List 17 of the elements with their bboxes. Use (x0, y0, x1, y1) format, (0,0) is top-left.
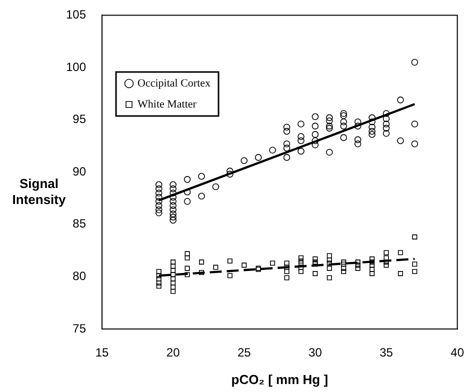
x-axis-title: pCO₂ [ mm Hg ] (231, 372, 328, 387)
y-tick-label: 85 (72, 216, 86, 231)
x-tick-label: 35 (380, 346, 394, 360)
y-tick-label: 80 (72, 269, 86, 284)
y-tick-label: 100 (66, 60, 86, 74)
x-tick-label: 25 (237, 346, 252, 360)
legend-label: White Matter (138, 98, 197, 110)
y-tick-label: 90 (72, 164, 86, 178)
y-tick-label: 105 (66, 8, 86, 22)
x-tick-label: 30 (308, 346, 322, 360)
x-tick-label: 40 (450, 346, 464, 360)
legend-label: Occipital Cortex (138, 77, 212, 90)
y-tick-label: 75 (72, 321, 86, 336)
x-tick-label: 20 (166, 346, 180, 360)
x-tick-label: 15 (95, 346, 110, 360)
y-tick-label: 95 (72, 112, 86, 126)
y-axis-title: Signal Intensity (12, 176, 66, 207)
